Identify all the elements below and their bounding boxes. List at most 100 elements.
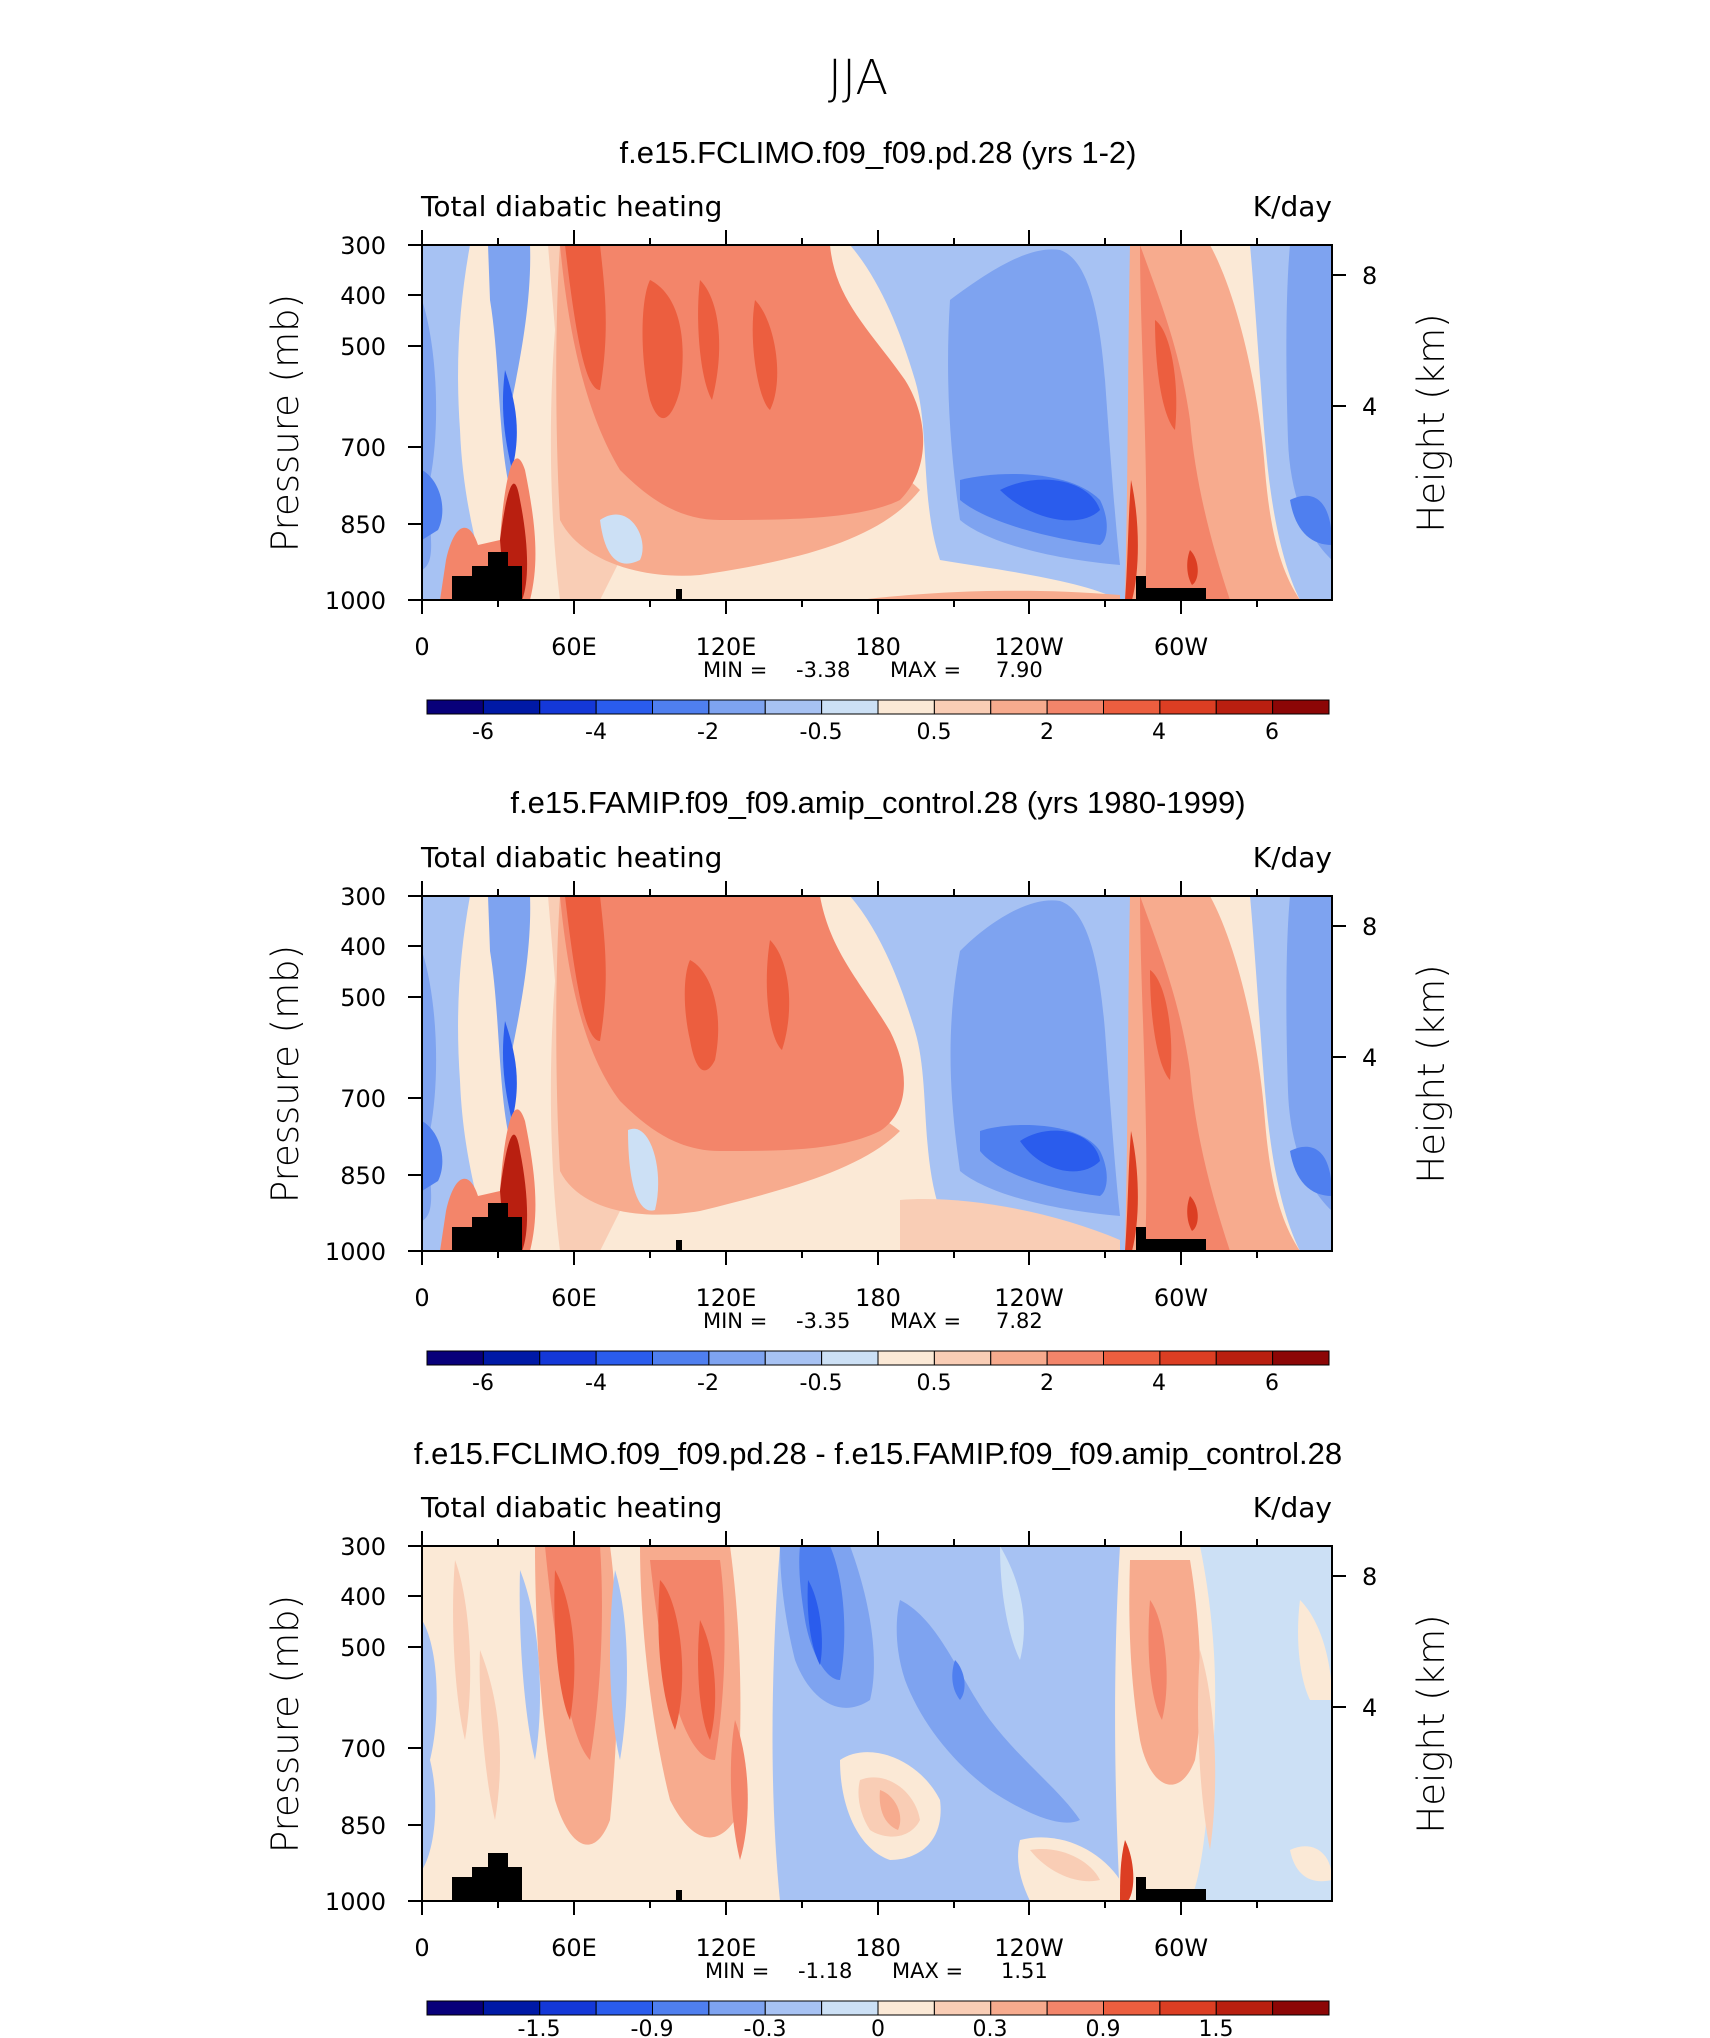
region: [952, 1660, 965, 1700]
tick-marks: [408, 1531, 1346, 1915]
colorbar-swatch: [708, 699, 766, 715]
colorbar-swatch: [764, 2000, 823, 2016]
region: [1187, 550, 1198, 585]
figure-title: JJA: [828, 50, 888, 106]
min-value: -1.18: [798, 1959, 852, 1983]
colorbar: [426, 699, 1330, 715]
region: [1020, 1130, 1100, 1172]
region: [565, 896, 606, 1041]
y-tick-label: 850: [340, 511, 386, 539]
min-label: MIN =: [705, 1959, 769, 1983]
land-mask: [676, 589, 682, 600]
region: [488, 896, 531, 1141]
colorbar-swatch: [652, 1350, 710, 1366]
variable-label: Total diabatic heating: [420, 1491, 722, 1524]
region: [422, 1620, 437, 1870]
y-tick-label: 700: [340, 434, 386, 462]
region: [1150, 970, 1172, 1080]
colorbar-swatch: [426, 699, 484, 715]
region: [642, 280, 683, 419]
colorbar: [426, 2000, 1330, 2016]
min-max-stats: MIN = -3.38 MAX = 7.90: [703, 658, 1043, 682]
colorbar-label: 0.5: [917, 1371, 952, 1396]
min-label: MIN =: [703, 658, 767, 682]
colorbar-swatch: [764, 1350, 823, 1366]
region: [752, 300, 778, 410]
region: [1290, 1146, 1332, 1196]
colorbar-swatch: [652, 2000, 710, 2016]
region: [600, 514, 643, 564]
panel-title: f.e15.FAMIP.f09_f09.amip_control.28 (yrs…: [510, 785, 1245, 820]
region: [1140, 896, 1230, 1251]
y-right-axis-label: Height (km): [1410, 313, 1453, 532]
colorbar-swatch: [1215, 1350, 1274, 1366]
colorbar-swatch: [933, 699, 992, 715]
panel-title: f.e15.FCLIMO.f09_f09.pd.28 (yrs 1-2): [620, 135, 1137, 170]
colorbar-swatch: [933, 1350, 992, 1366]
colorbar-swatch: [652, 699, 710, 715]
region: [422, 470, 443, 540]
x-tick-label: 60E: [551, 633, 597, 661]
y-tick-labels: 300 400 500 700 850 1000: [325, 1533, 386, 1916]
colorbar-label: 0.9: [1086, 2017, 1121, 2038]
region: [453, 1560, 471, 1740]
colorbar-swatch: [821, 699, 879, 715]
colorbar-label: 0: [871, 2017, 885, 2038]
y-right-tick-labels: 8 4: [1362, 262, 1377, 421]
y-right-axis-label: Height (km): [1410, 964, 1453, 1183]
region: [658, 1580, 683, 1730]
x-tick-label: 120E: [696, 1934, 757, 1962]
colorbar-label: -0.9: [631, 2017, 674, 2038]
colorbar-swatch: [990, 2000, 1048, 2016]
region: [479, 1650, 500, 1820]
colorbar-swatch: [990, 699, 1048, 715]
region: [1187, 1196, 1198, 1231]
land-mask: [452, 1203, 522, 1251]
colorbar-label: 1.5: [1199, 2017, 1234, 2038]
colorbar-swatch: [877, 2000, 935, 2016]
colorbar-swatch: [426, 2000, 484, 2016]
colorbar-swatch: [539, 699, 597, 715]
colorbar-swatch: [1046, 699, 1105, 715]
colorbar-swatch: [1215, 699, 1274, 715]
y-tick-labels: 300 400 500 700 850 1000: [325, 232, 386, 615]
land-mask: [676, 1890, 682, 1901]
colorbar-swatch: [1159, 699, 1217, 715]
colorbar-swatch: [1159, 1350, 1217, 1366]
region: [766, 940, 790, 1050]
y-tick-label: 300: [340, 883, 386, 911]
y-right-tick-label: 8: [1362, 913, 1377, 941]
land-mask: [1136, 1877, 1206, 1901]
panel-2: f.e15.FAMIP.f09_f09.amip_control.28 (yrs…: [264, 785, 1453, 1396]
y-axis-label: Pressure (mb): [264, 1595, 307, 1853]
y-tick-label: 700: [340, 1735, 386, 1763]
land-mask: [1136, 1227, 1206, 1251]
land-mask: [452, 1853, 522, 1901]
x-tick-labels: 0 60E 120E 180 120W 60W: [414, 1934, 1208, 1962]
x-tick-label: 60E: [551, 1284, 597, 1312]
colorbar-swatch: [708, 1350, 766, 1366]
x-tick-labels: 0 60E 120E 180 120W 60W: [414, 633, 1208, 661]
y-right-tick-label: 4: [1362, 1044, 1377, 1072]
region: [1198, 1650, 1216, 1850]
region: [609, 1570, 627, 1760]
region: [684, 960, 719, 1071]
colorbar-swatch: [482, 1350, 541, 1366]
min-value: -3.38: [796, 658, 850, 682]
colorbar-labels: -1.5 -0.9 -0.3 0 0.3 0.9 1.5: [518, 2017, 1234, 2038]
max-value: 7.82: [996, 1309, 1043, 1333]
colorbar-swatch: [426, 1350, 484, 1366]
colorbar-swatch: [877, 699, 935, 715]
region: [879, 1790, 901, 1830]
colorbar-swatch: [1272, 699, 1330, 715]
colorbar-label: 0.3: [973, 2017, 1008, 2038]
land-mask: [452, 552, 522, 600]
region: [1125, 1131, 1138, 1251]
colorbar-swatch: [539, 1350, 597, 1366]
region: [1125, 480, 1138, 600]
colorbar-swatch: [482, 2000, 541, 2016]
colorbar-label: 6: [1265, 1371, 1279, 1396]
max-label: MAX =: [890, 1309, 961, 1333]
y-tick-label: 700: [340, 1085, 386, 1113]
min-max-stats: MIN = -1.18 MAX = 1.51: [705, 1959, 1048, 1983]
